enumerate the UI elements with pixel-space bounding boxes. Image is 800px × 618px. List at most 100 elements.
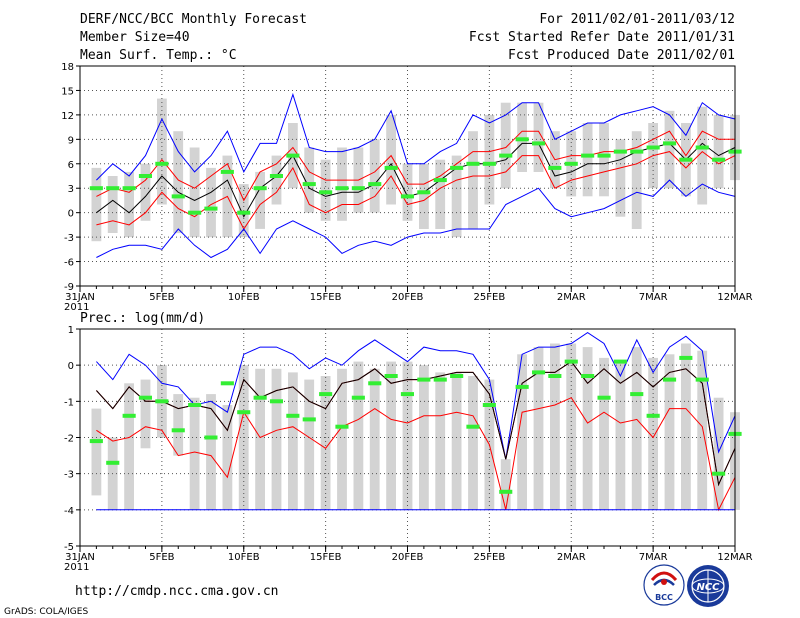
ensemble-box [615, 361, 626, 510]
bcc-logo: BCC [643, 564, 685, 606]
mean-marker [286, 413, 300, 418]
mean-marker [384, 165, 398, 170]
mean-marker [171, 428, 185, 433]
mean-marker [417, 377, 431, 382]
mean-marker [335, 424, 349, 429]
y-tick-label: 0 [68, 209, 74, 220]
ensemble-box [271, 368, 282, 510]
ensemble-box [91, 167, 102, 242]
ensemble-box [369, 368, 380, 510]
ensemble-box [599, 357, 609, 510]
ensemble-box [697, 350, 708, 510]
ensemble-box [500, 102, 511, 189]
mean-marker [220, 169, 234, 174]
x-year-label: 2011 [64, 302, 89, 313]
mean-marker [450, 165, 464, 170]
ensemble-box [533, 102, 544, 172]
mean-marker [581, 374, 595, 378]
mean-marker [433, 377, 447, 382]
x-year-label: 2011 [64, 562, 89, 573]
mean-marker [613, 359, 627, 364]
x-tick-label: 31JAN [65, 292, 95, 303]
mean-marker [581, 153, 595, 158]
x-tick-label: 5FEB [149, 552, 174, 563]
mean-marker [286, 153, 300, 158]
ensemble-box [631, 347, 642, 510]
mean-marker [384, 374, 398, 378]
ensemble-box [304, 147, 315, 213]
mean-marker [450, 374, 464, 378]
mean-marker [155, 399, 169, 404]
mean-marker [89, 439, 103, 444]
ensemble-box [206, 394, 216, 510]
mean-marker [204, 435, 218, 440]
y-tick-label: 6 [68, 160, 74, 171]
x-tick-label: 20FEB [392, 292, 424, 303]
mean-marker [630, 149, 644, 154]
ensemble-box [140, 379, 151, 449]
ensemble-box [173, 394, 184, 456]
ensemble-box [288, 372, 298, 510]
mean-marker [335, 186, 349, 191]
ensemble-box [255, 171, 265, 229]
fcst-produced-date: Fcst Produced Date 2011/02/01 [508, 48, 735, 63]
series-max-line [96, 331, 736, 460]
x-tick-label: 5FEB [149, 292, 174, 303]
ensemble-box [402, 361, 413, 510]
mean-marker [269, 399, 283, 404]
footer-url[interactable]: http://cmdp.ncc.cma.gov.cn [75, 584, 279, 599]
mean-marker [433, 178, 447, 183]
series-median-line [96, 142, 736, 218]
ensemble-box [189, 397, 200, 510]
ensemble-box [140, 163, 151, 221]
x-tick-label: 20FEB [392, 552, 424, 563]
mean-marker [695, 377, 709, 382]
mean-marker [630, 392, 644, 397]
y-tick-label: -6 [64, 258, 74, 269]
y-tick-label: 12 [61, 111, 74, 122]
ensemble-box [157, 98, 167, 205]
series-lower-quartile-line [96, 397, 736, 512]
ensemble-box [206, 167, 216, 238]
ensemble-box [189, 147, 200, 238]
ensemble-box [320, 376, 331, 510]
mean-marker [466, 424, 480, 429]
ensemble-box [124, 171, 134, 238]
x-tick-label: 10FEB [228, 292, 260, 303]
ensemble-box [91, 408, 102, 496]
fcst-started-date: Fcst Started Refer Date 2011/01/31 [469, 30, 735, 45]
y-tick-label: 1 [68, 325, 74, 336]
ensemble-box [386, 114, 396, 205]
mean-marker [253, 395, 267, 400]
mean-marker [400, 194, 414, 199]
y-tick-label: 9 [68, 135, 74, 146]
x-tick-label: 31JAN [65, 552, 95, 563]
mean-marker [613, 149, 627, 154]
mean-marker [171, 194, 185, 199]
ensemble-box [107, 176, 118, 233]
ensemble-box [533, 347, 544, 510]
y-tick-label: 18 [61, 62, 74, 73]
temperature-panel: -9 -6 -3 0 3 6 9 12 15 18 31JAN 5FEB 10FEB 15FEB 20FEB… [61, 62, 752, 313]
mean-marker [106, 460, 120, 465]
ensemble-box [468, 376, 478, 510]
ensemble-box [255, 368, 265, 510]
x-tick-label: 15FEB [310, 552, 342, 563]
ensemble-box [681, 343, 691, 510]
ensemble-box [631, 131, 642, 229]
mean-marker [532, 141, 546, 146]
figure-title: DERF/NCC/BCC Monthly Forecast [80, 12, 307, 27]
mean-marker [237, 410, 251, 415]
mean-marker [499, 489, 513, 494]
mean-marker [302, 417, 316, 422]
ensemble-box [353, 361, 364, 510]
ensemble-box [386, 361, 396, 510]
y-tick-label: -3 [64, 470, 74, 481]
mean-marker [482, 161, 496, 166]
x-tick-label: 12MAR [717, 552, 752, 563]
ensemble-box [566, 343, 577, 510]
mean-marker [679, 157, 693, 162]
forecast-period: For 2011/02/01-2011/03/12 [539, 12, 735, 27]
mean-marker [368, 381, 382, 386]
mean-marker [188, 210, 202, 215]
